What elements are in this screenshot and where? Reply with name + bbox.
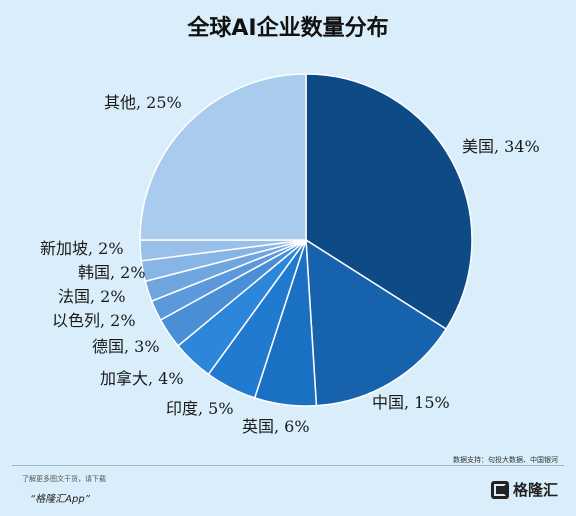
slice-label-9: 韩国, 2% [78, 263, 146, 282]
logo-icon [490, 480, 509, 499]
slice-label-3: 英国, 6% [242, 417, 310, 436]
data-source: 数据支持：句投大数据、中国银河 [453, 456, 558, 464]
brand-logo: 格隆汇 [490, 479, 558, 500]
slice-label-4: 印度, 5% [166, 399, 234, 418]
slice-label-10: 新加坡, 2% [40, 239, 124, 258]
chart-title: 全球AI企业数量分布 [187, 16, 389, 41]
slice-label-6: 德国, 3% [92, 337, 160, 356]
footer-note: 了解更多图文干货，请下载 [22, 475, 106, 483]
pie-slice-1 [305, 73, 473, 330]
pie-slice-11 [139, 73, 307, 241]
slice-label-11: 其他, 25% [104, 93, 182, 112]
slice-label-2: 中国, 15% [372, 393, 450, 412]
slice-label-8: 法国, 2% [58, 287, 126, 306]
footer-divider [12, 465, 564, 466]
pie-slice-2 [305, 238, 448, 407]
footer-app-name: “格隆汇App” [30, 494, 90, 505]
slice-label-5: 加拿大, 4% [100, 369, 184, 388]
slice-label-1: 美国, 34% [462, 137, 540, 156]
logo-text: 格隆汇 [512, 481, 558, 499]
slice-label-7: 以色列, 2% [52, 311, 136, 330]
pie-chart: 美国, 34% 中国, 15% 英国, 6% 印度, 5% 加拿大, 4% 德国, 3% 以… [40, 73, 540, 436]
